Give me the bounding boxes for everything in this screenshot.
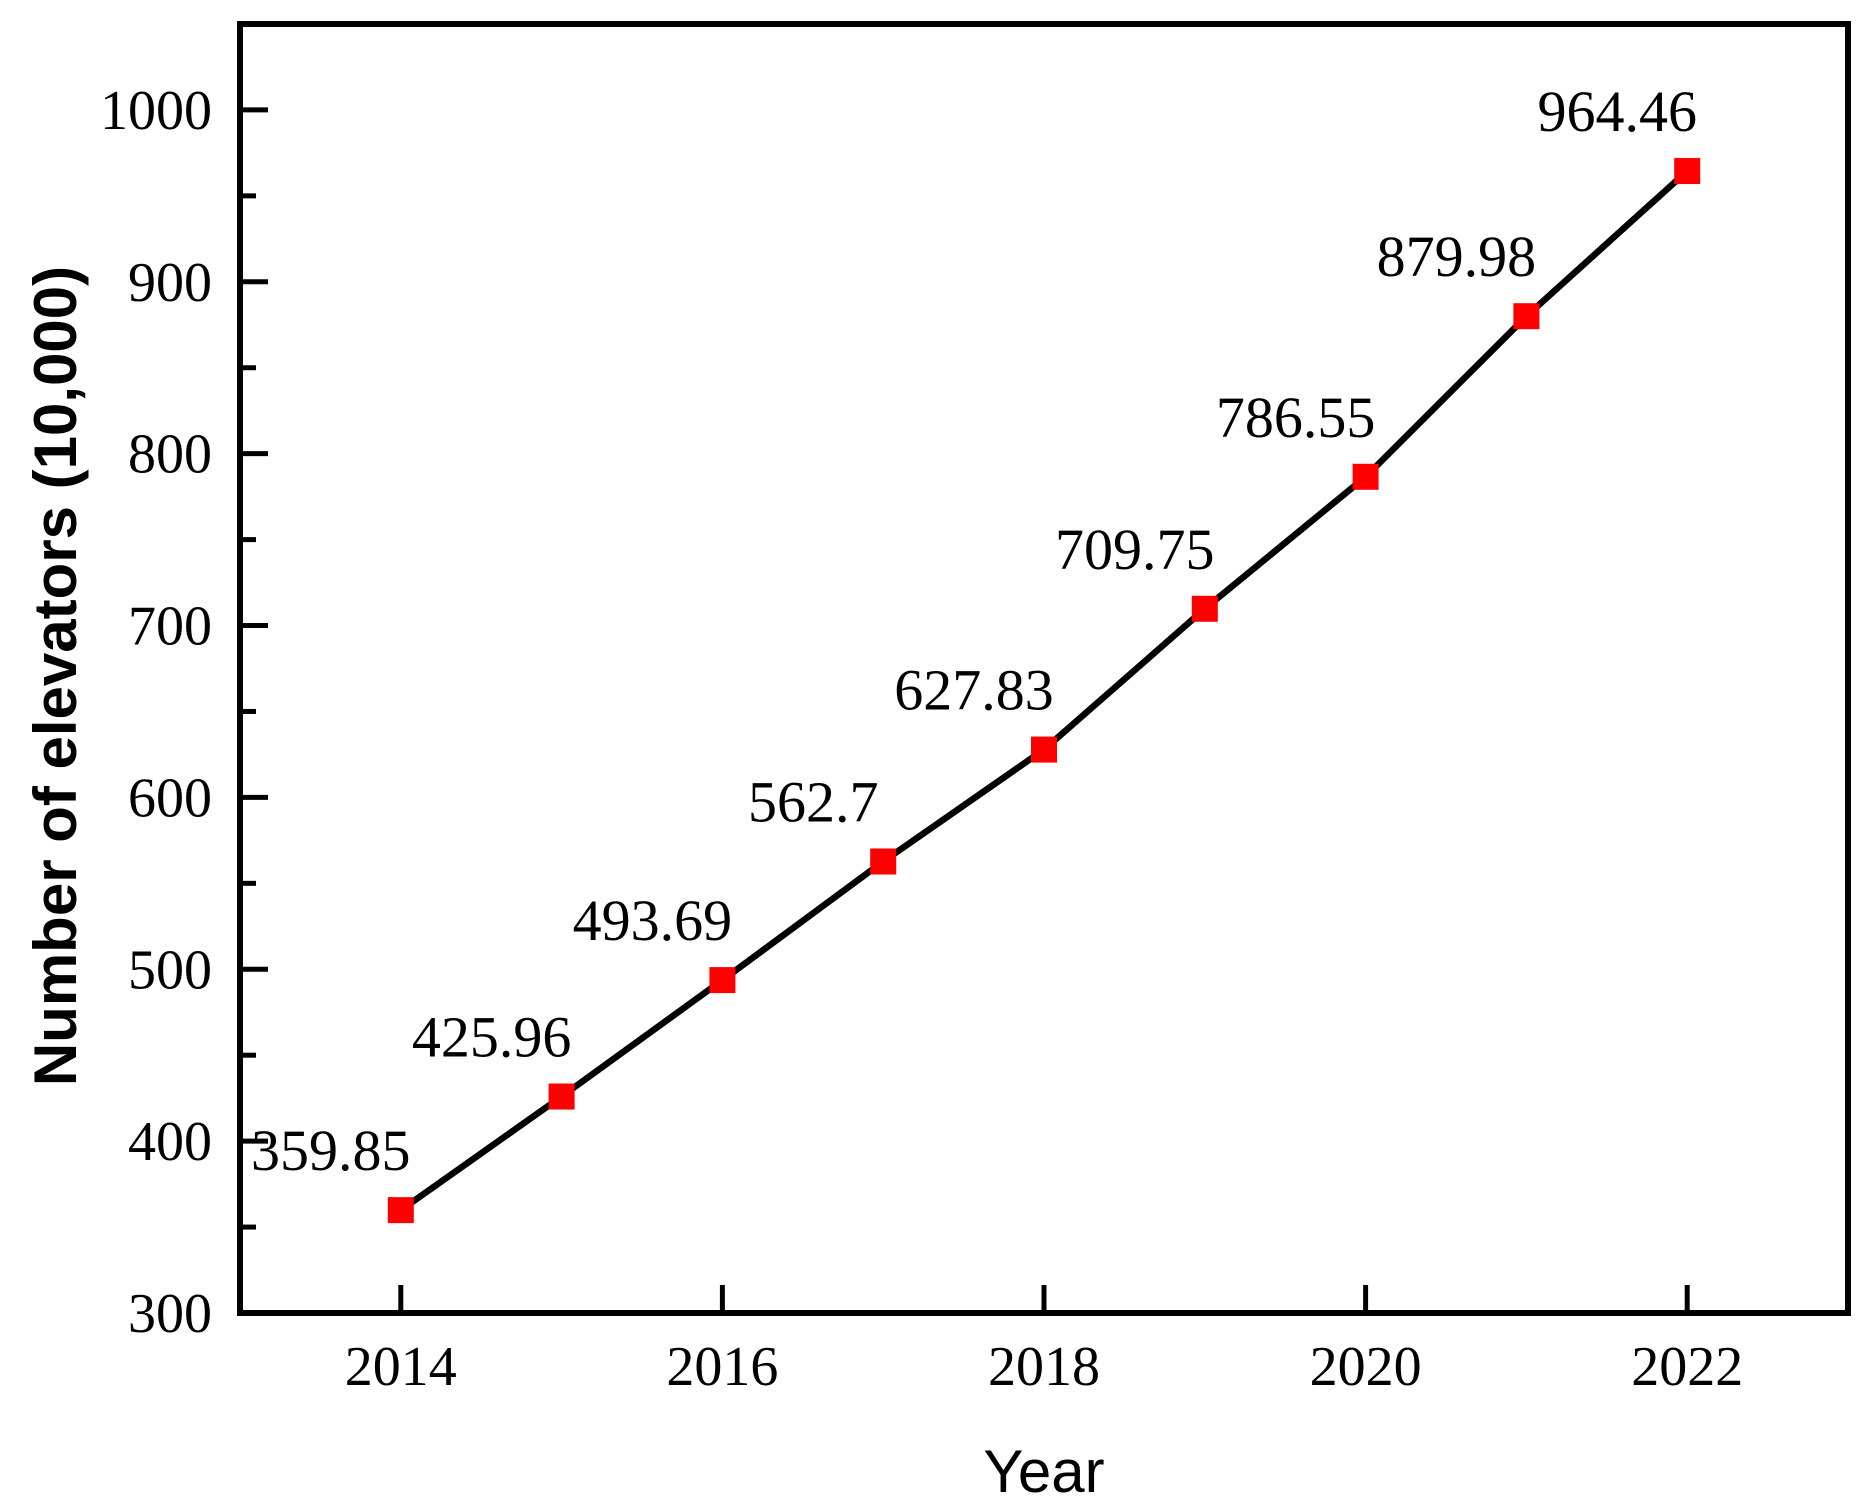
data-point-label: 964.46 [1537, 79, 1697, 144]
data-point-marker [387, 1197, 414, 1224]
y-tick-label: 600 [128, 767, 212, 829]
data-point-label: 562.7 [748, 770, 879, 835]
plot-border [237, 21, 1851, 1316]
y-tick-label: 700 [128, 596, 212, 658]
x-tick-label: 2020 [1310, 1336, 1422, 1398]
x-tick-label: 2016 [666, 1336, 778, 1398]
y-tick-label: 300 [128, 1283, 212, 1345]
y-tick-label: 900 [128, 252, 212, 314]
y-tick-label: 1000 [100, 80, 212, 142]
data-point-marker [709, 967, 736, 994]
x-tick-label: 2014 [345, 1336, 457, 1398]
plot-layer: 2014 2016 2018 2020 2022 300 400 500 600 700 800 90… [100, 21, 1851, 1398]
y-axis-title: Number of elevators (10,000) [22, 266, 89, 1086]
data-point-marker [1031, 736, 1057, 763]
data-point-label: 425.96 [412, 1005, 572, 1070]
data-point-label: 493.69 [573, 888, 733, 953]
data-point-marker [1191, 595, 1218, 622]
data-point-label: 879.98 [1377, 224, 1537, 289]
data-point-marker [1352, 463, 1379, 490]
data-point-label: 627.83 [894, 658, 1054, 723]
data-point-label: 786.55 [1216, 385, 1376, 450]
x-tick-label: 2022 [1631, 1336, 1743, 1398]
data-point-marker [1674, 158, 1701, 185]
y-tick-label: 800 [128, 424, 212, 486]
y-tick-label: 500 [128, 939, 212, 1001]
data-point-marker [548, 1083, 575, 1110]
data-point-marker [1513, 303, 1540, 330]
y-tick-label: 400 [128, 1111, 212, 1173]
data-point-marker [870, 848, 897, 875]
data-point-label: 709.75 [1055, 517, 1215, 582]
data-point-label: 359.85 [251, 1118, 411, 1183]
x-axis-title: Year [983, 1438, 1104, 1504]
x-tick-label: 2018 [988, 1336, 1100, 1398]
